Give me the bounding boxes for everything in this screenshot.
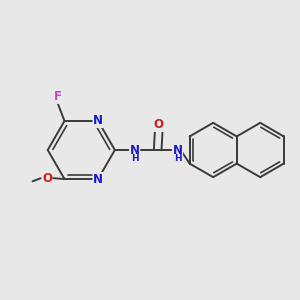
Text: N: N — [172, 143, 182, 157]
Text: O: O — [42, 172, 52, 184]
Text: N: N — [93, 172, 103, 186]
Text: F: F — [53, 90, 62, 103]
Text: H: H — [131, 154, 139, 164]
Text: N: N — [130, 143, 140, 157]
Text: N: N — [93, 114, 103, 128]
Text: O: O — [154, 118, 164, 131]
Text: H: H — [174, 154, 181, 164]
